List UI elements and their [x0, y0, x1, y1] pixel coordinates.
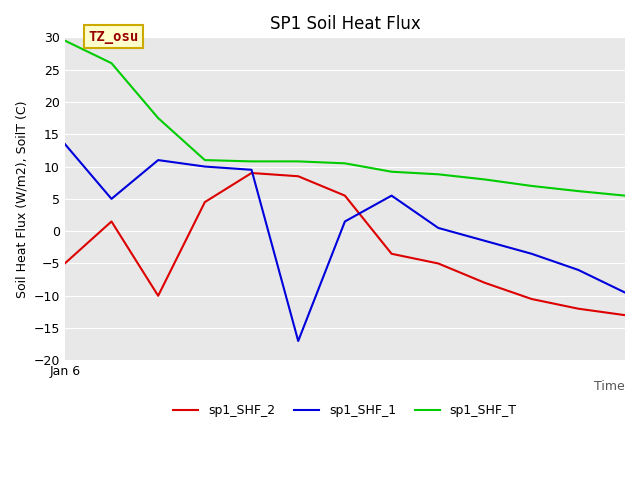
- Line: sp1_SHF_2: sp1_SHF_2: [65, 173, 625, 315]
- sp1_SHF_T: [154, 115, 162, 121]
- sp1_SHF_T: [388, 169, 396, 175]
- sp1_SHF_1: [108, 196, 115, 202]
- sp1_SHF_1: [575, 267, 582, 273]
- Legend: sp1_SHF_2, sp1_SHF_1, sp1_SHF_T: sp1_SHF_2, sp1_SHF_1, sp1_SHF_T: [168, 399, 522, 422]
- sp1_SHF_2: [61, 261, 68, 266]
- sp1_SHF_2: [294, 173, 302, 179]
- Text: Time: Time: [595, 380, 625, 393]
- Y-axis label: Soil Heat Flux (W/m2), SoilT (C): Soil Heat Flux (W/m2), SoilT (C): [15, 100, 28, 298]
- sp1_SHF_2: [201, 199, 209, 205]
- sp1_SHF_1: [201, 164, 209, 169]
- sp1_SHF_1: [528, 251, 536, 257]
- sp1_SHF_2: [528, 296, 536, 302]
- sp1_SHF_1: [154, 157, 162, 163]
- Text: TZ_osu: TZ_osu: [88, 30, 138, 44]
- sp1_SHF_2: [154, 293, 162, 299]
- sp1_SHF_1: [621, 289, 629, 295]
- sp1_SHF_2: [481, 280, 489, 286]
- sp1_SHF_T: [528, 183, 536, 189]
- sp1_SHF_T: [435, 171, 442, 177]
- sp1_SHF_T: [481, 177, 489, 182]
- sp1_SHF_2: [575, 306, 582, 312]
- sp1_SHF_1: [388, 193, 396, 199]
- sp1_SHF_2: [388, 251, 396, 257]
- sp1_SHF_T: [201, 157, 209, 163]
- sp1_SHF_1: [294, 338, 302, 344]
- sp1_SHF_T: [294, 158, 302, 164]
- sp1_SHF_T: [108, 60, 115, 66]
- sp1_SHF_2: [108, 218, 115, 224]
- sp1_SHF_T: [621, 193, 629, 199]
- sp1_SHF_1: [341, 218, 349, 224]
- sp1_SHF_2: [341, 193, 349, 199]
- sp1_SHF_1: [61, 141, 68, 147]
- sp1_SHF_2: [248, 170, 255, 176]
- sp1_SHF_1: [481, 238, 489, 244]
- sp1_SHF_1: [248, 167, 255, 173]
- sp1_SHF_2: [621, 312, 629, 318]
- sp1_SHF_2: [435, 261, 442, 266]
- Line: sp1_SHF_1: sp1_SHF_1: [65, 144, 625, 341]
- sp1_SHF_T: [61, 38, 68, 44]
- sp1_SHF_1: [435, 225, 442, 231]
- Line: sp1_SHF_T: sp1_SHF_T: [65, 41, 625, 196]
- sp1_SHF_T: [248, 158, 255, 164]
- sp1_SHF_T: [341, 160, 349, 166]
- Title: SP1 Soil Heat Flux: SP1 Soil Heat Flux: [269, 15, 420, 33]
- sp1_SHF_T: [575, 188, 582, 194]
